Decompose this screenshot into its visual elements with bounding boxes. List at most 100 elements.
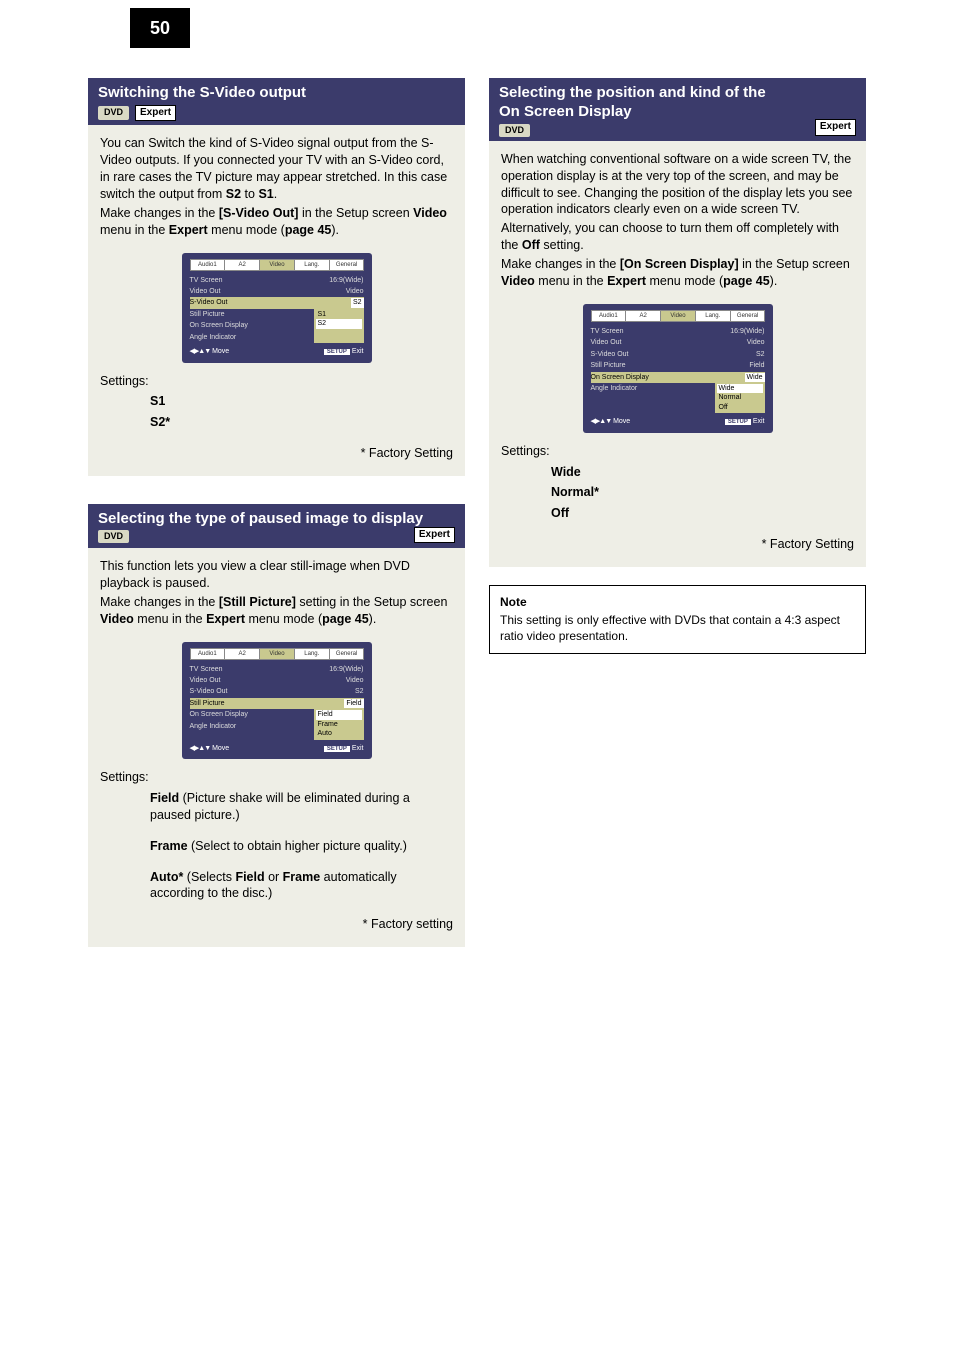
ui-row-key: TV Screen xyxy=(190,665,223,674)
text-mode: Expert xyxy=(206,612,245,626)
ui-row-val: S2 xyxy=(351,298,364,307)
left-column: Switching the S-Video output DVD Expert … xyxy=(88,78,465,947)
text-page: page 45 xyxy=(322,612,369,626)
ui-tab: Audio1 xyxy=(591,310,627,322)
nav-arrows-icon: ◀▶▲▼ Move xyxy=(591,417,631,426)
ui-option: Off xyxy=(717,403,763,412)
setup-exit: SETUP Exit xyxy=(324,744,364,753)
osd-ui-mock: Audio1 A2 Video Lang. General TV Screen1… xyxy=(583,304,773,433)
text-menu: Video xyxy=(501,274,535,288)
ui-row-selected: S-Video OutS2 xyxy=(190,297,364,308)
expert-badge: Expert xyxy=(414,527,455,544)
still-body: This function lets you view a clear stil… xyxy=(88,548,465,947)
svideo-header: Switching the S-Video output DVD Expert xyxy=(88,78,465,125)
ui-tab-selected: Video xyxy=(259,648,295,660)
ui-dropdown: Field Frame Auto xyxy=(314,709,364,739)
ui-row-val: Field xyxy=(749,361,764,370)
ui-row: On Screen Display xyxy=(190,709,314,720)
ui-row-key: Angle Indicator xyxy=(591,384,638,393)
text: ). xyxy=(770,274,778,288)
still-header: Selecting the type of paused image to di… xyxy=(88,504,465,548)
ui-tab: A2 xyxy=(625,310,661,322)
still-para2: Make changes in the [Still Picture] sett… xyxy=(100,594,453,628)
ui-footer: ◀▶▲▼ Move SETUP Exit xyxy=(591,417,765,426)
ui-dropdown-row: On Screen Display Angle Indicator Field … xyxy=(190,709,364,739)
text: menu mode ( xyxy=(646,274,723,288)
ui-tab-selected: Video xyxy=(660,310,696,322)
dvd-badge: DVD xyxy=(499,124,530,137)
text: . xyxy=(274,187,277,201)
factory-setting-note: * Factory Setting xyxy=(501,536,854,553)
ui-row-selected: Still PictureField xyxy=(190,698,364,709)
ui-tab: General xyxy=(329,648,365,660)
ui-row: Video OutVideo xyxy=(190,286,364,297)
ui-row-selected: On Screen Display Wide xyxy=(591,372,765,383)
ui-row-val: Video xyxy=(747,338,765,347)
expert-badge: Expert xyxy=(815,119,856,136)
setting-option: Normal* xyxy=(551,484,854,501)
ui-row-val: Video xyxy=(346,287,364,296)
note-body: This setting is only effective with DVDs… xyxy=(500,612,855,644)
ui-footer: ◀▶▲▼ Move SETUP Exit xyxy=(190,744,364,753)
ui-row-key: On Screen Display xyxy=(190,321,248,330)
ui-row: TV Screen 16:9(Wide) xyxy=(190,664,364,675)
ui-tabs: Audio1 A2 Video Lang. General xyxy=(190,648,364,660)
ui-row-val: Field xyxy=(344,699,363,708)
ui-row-key: On Screen Display xyxy=(591,373,649,382)
ui-option-selected: Wide xyxy=(717,384,763,393)
text-field: [Still Picture] xyxy=(219,595,296,609)
ui-row: Still Picture Field xyxy=(591,360,765,371)
ui-row: S-Video OutS2 xyxy=(591,349,765,360)
text: Frame xyxy=(283,870,321,884)
setting-desc: (Select to obtain higher picture quality… xyxy=(188,839,407,853)
still-para1: This function lets you view a clear stil… xyxy=(100,558,453,592)
settings-label: Settings: xyxy=(501,443,854,460)
text-field: [On Screen Display] xyxy=(620,257,739,271)
text-field: [S-Video Out] xyxy=(219,206,299,220)
ui-rows: TV Screen16:9(Wide) Video OutVideo S-Vid… xyxy=(591,326,765,414)
osd-title-line2: On Screen Display xyxy=(499,103,856,122)
factory-setting-note: * Factory setting xyxy=(100,916,453,933)
ui-dropdown-row: Angle Indicator Wide Normal Off xyxy=(591,383,765,413)
ui-row-key: Still Picture xyxy=(591,361,626,370)
text: menu in the xyxy=(100,223,169,237)
page-number-tab: 50 xyxy=(130,8,190,48)
text: to xyxy=(241,187,258,201)
ui-option: Normal xyxy=(717,393,763,402)
text-s1: S1 xyxy=(258,187,273,201)
text: setting in the Setup screen xyxy=(296,595,447,609)
settings-label: Settings: xyxy=(100,769,453,786)
setting-option: S1 xyxy=(150,393,453,410)
text: menu mode ( xyxy=(208,223,285,237)
ui-footer: ◀▶▲▼ Move SETUP Exit xyxy=(190,347,364,356)
text-menu: Video xyxy=(413,206,447,220)
text: menu in the xyxy=(535,274,607,288)
text: Make changes in the xyxy=(100,595,219,609)
text: in the Setup screen xyxy=(739,257,850,271)
text: or xyxy=(265,870,283,884)
setup-exit: SETUP Exit xyxy=(725,417,765,426)
ui-tabs: Audio1 A2 Video Lang. General xyxy=(591,310,765,322)
dvd-badge: DVD xyxy=(98,106,129,119)
ui-row-val: S2 xyxy=(756,350,765,359)
text: ). xyxy=(369,612,377,626)
setting-desc: (Picture shake will be eliminated during… xyxy=(150,791,410,822)
ui-row-key: Video Out xyxy=(591,338,622,347)
osd-body: When watching conventional software on a… xyxy=(489,141,866,567)
text: Make changes in the xyxy=(100,206,219,220)
ui-tab: General xyxy=(730,310,766,322)
ui-row-key: Video Out xyxy=(190,676,221,685)
nav-arrows-icon: ◀▶▲▼ Move xyxy=(190,347,230,356)
text: menu in the xyxy=(134,612,206,626)
ui-row: TV Screen16:9(Wide) xyxy=(190,275,364,286)
ui-option: Auto xyxy=(316,729,362,738)
osd-title-line1: Selecting the position and kind of the xyxy=(499,84,856,103)
svideo-title: Switching the S-Video output xyxy=(98,84,455,103)
ui-row-key: Angle Indicator xyxy=(190,333,237,342)
ui-rows: TV Screen16:9(Wide) Video OutVideo S-Vid… xyxy=(190,664,364,740)
ui-row-val: Wide xyxy=(745,373,765,382)
ui-row-key: TV Screen xyxy=(591,327,624,336)
ui-row-val: 16:9(Wide) xyxy=(329,665,363,674)
ui-tab-selected: Video xyxy=(259,259,295,271)
text: ). xyxy=(331,223,339,237)
